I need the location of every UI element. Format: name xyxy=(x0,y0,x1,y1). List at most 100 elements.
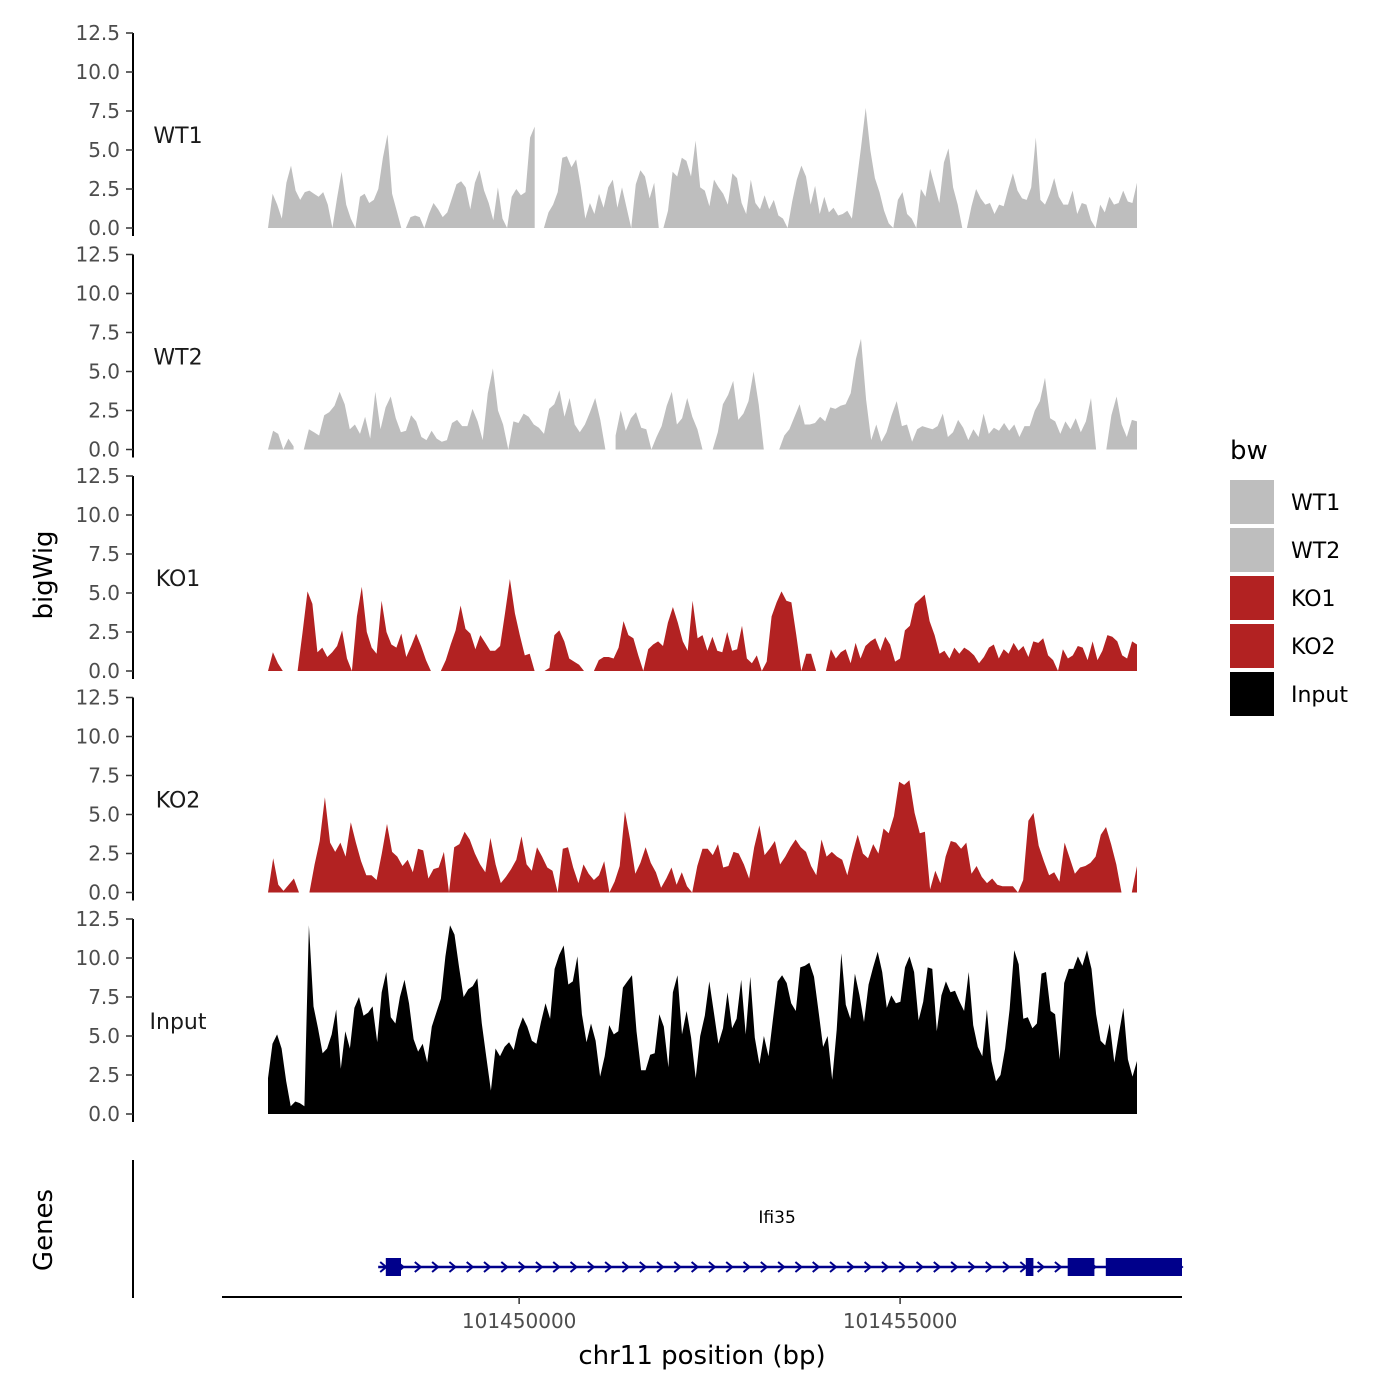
y-tick-label-ko1: 7.5 xyxy=(88,542,120,566)
y-tick-label-wt2: 7.5 xyxy=(88,321,120,345)
area-ko1 xyxy=(292,586,431,671)
y-tick-label-ko1: 5.0 xyxy=(88,581,120,605)
strand-arrow xyxy=(639,1261,648,1273)
area-wt1 xyxy=(543,107,1137,228)
exon xyxy=(1132,1258,1182,1276)
area-ko1 xyxy=(544,630,584,671)
area-wt2 xyxy=(1106,396,1137,450)
bigwig-tracks: 0.0 2.5 5.0 7.5 10.0 12.5 WT1 0.0 2.5 5.0 7.5 10.0 1… xyxy=(75,21,1137,1126)
y-tick-label-wt1: 7.5 xyxy=(88,99,120,123)
track-label-ko2: KO2 xyxy=(156,789,201,814)
y-axis-title: bigWig xyxy=(29,530,59,619)
y-tick-label-wt2: 10.0 xyxy=(75,282,120,306)
y-tick-label-wt1: 10.0 xyxy=(75,60,120,84)
area-ko1 xyxy=(593,591,817,671)
area-input xyxy=(268,925,1137,1114)
strand-arrow xyxy=(587,1261,596,1273)
strand-arrow xyxy=(656,1261,665,1273)
area-ko2 xyxy=(1131,866,1137,893)
track-label-ko1: KO1 xyxy=(156,567,201,592)
y-tick-label-ko2: 10.0 xyxy=(75,725,120,749)
legend-label-ko2: KO2 xyxy=(1291,635,1336,660)
y-tick-label-ko1: 0.0 xyxy=(88,659,120,683)
y-tick-label-input: 7.5 xyxy=(88,985,120,1009)
strand-arrow xyxy=(500,1261,509,1273)
y-tick-label-ko2: 12.5 xyxy=(75,686,120,710)
strand-arrow xyxy=(915,1261,925,1273)
legend-swatch-ko1 xyxy=(1230,576,1274,620)
y-tick-label-wt2: 2.5 xyxy=(88,399,120,423)
strand-arrow xyxy=(673,1261,682,1273)
area-ko1 xyxy=(825,594,1137,671)
strand-arrow xyxy=(569,1261,579,1273)
strand-arrow xyxy=(950,1261,959,1273)
y-tick-label-ko2: 7.5 xyxy=(88,764,120,788)
y-tick-label-wt2: 0.0 xyxy=(88,438,120,462)
track-label-wt2: WT2 xyxy=(153,346,202,371)
legend-label-input: Input xyxy=(1291,683,1348,708)
exon xyxy=(1105,1258,1133,1276)
strand-arrow xyxy=(985,1261,994,1273)
strand-arrow xyxy=(898,1261,907,1273)
area-wt1 xyxy=(268,126,535,228)
exon xyxy=(1067,1258,1095,1276)
y-tick-label-ko1: 10.0 xyxy=(75,503,120,527)
strand-arrow xyxy=(760,1261,769,1273)
y-tick-label-ko2: 2.5 xyxy=(88,842,120,866)
area-wt2 xyxy=(268,430,294,450)
strand-arrow xyxy=(535,1261,544,1273)
y-tick-label-ko2: 5.0 xyxy=(88,803,120,827)
strand-arrow xyxy=(812,1261,821,1273)
area-ko2 xyxy=(268,780,1122,893)
y-tick-label-wt2: 12.5 xyxy=(75,243,120,267)
strand-arrow xyxy=(1054,1261,1063,1273)
gene-track-title: Genes xyxy=(29,1189,59,1271)
y-tick-label-wt1: 0.0 xyxy=(88,216,120,240)
y-tick-label-input: 2.5 xyxy=(88,1063,120,1087)
strand-arrow xyxy=(725,1261,734,1273)
track-label-input: Input xyxy=(150,1010,207,1035)
gene-name-label: Ifi35 xyxy=(758,1208,795,1228)
track-label-wt1: WT1 xyxy=(153,124,202,149)
strand-arrow xyxy=(829,1261,838,1273)
y-tick-label-wt1: 2.5 xyxy=(88,177,120,201)
x-axis-title: chr11 position (bp) xyxy=(578,1341,825,1371)
y-tick-label-input: 10.0 xyxy=(75,946,120,970)
legend: bw WT1 WT2 KO1 KO2 Input xyxy=(1230,436,1348,716)
track-wt1: 0.0 2.5 5.0 7.5 10.0 12.5 WT1 xyxy=(75,21,1137,240)
y-tick-label-ko1: 12.5 xyxy=(75,464,120,488)
strand-arrow xyxy=(448,1261,457,1273)
gene-track: Ifi35 xyxy=(132,1160,1184,1298)
strand-arrow xyxy=(777,1261,786,1273)
x-tick-label: 101455000 xyxy=(843,1309,958,1333)
strand-arrow xyxy=(466,1261,475,1273)
strand-arrow xyxy=(794,1261,803,1273)
area-wt2 xyxy=(712,371,764,450)
strand-arrow xyxy=(708,1261,717,1273)
y-tick-label-input: 12.5 xyxy=(75,907,120,931)
area-wt2 xyxy=(303,368,606,450)
legend-swatch-ko2 xyxy=(1230,624,1274,668)
strand-arrow xyxy=(846,1261,855,1273)
legend-swatch-input xyxy=(1230,672,1274,716)
track-ko2: 0.0 2.5 5.0 7.5 10.0 12.5 KO2 xyxy=(75,686,1137,905)
strand-arrow xyxy=(552,1261,561,1273)
strand-arrow xyxy=(517,1261,527,1273)
strand-arrow xyxy=(967,1261,976,1273)
y-tick-label-wt2: 5.0 xyxy=(88,360,120,384)
strand-arrow xyxy=(690,1261,700,1273)
strand-arrow xyxy=(621,1261,630,1273)
legend-title: bw xyxy=(1230,436,1268,466)
y-tick-label-input: 0.0 xyxy=(88,1102,120,1126)
strand-arrow xyxy=(933,1261,942,1273)
strand-arrow xyxy=(742,1261,752,1273)
y-tick-label-wt1: 12.5 xyxy=(75,21,120,45)
legend-label-wt2: WT2 xyxy=(1291,539,1340,564)
y-tick-label-wt1: 5.0 xyxy=(88,138,120,162)
legend-label-ko1: KO1 xyxy=(1291,587,1336,612)
strand-arrow xyxy=(1002,1261,1011,1273)
strand-arrow xyxy=(881,1261,890,1273)
strand-arrow xyxy=(483,1261,492,1273)
exon xyxy=(385,1258,401,1276)
